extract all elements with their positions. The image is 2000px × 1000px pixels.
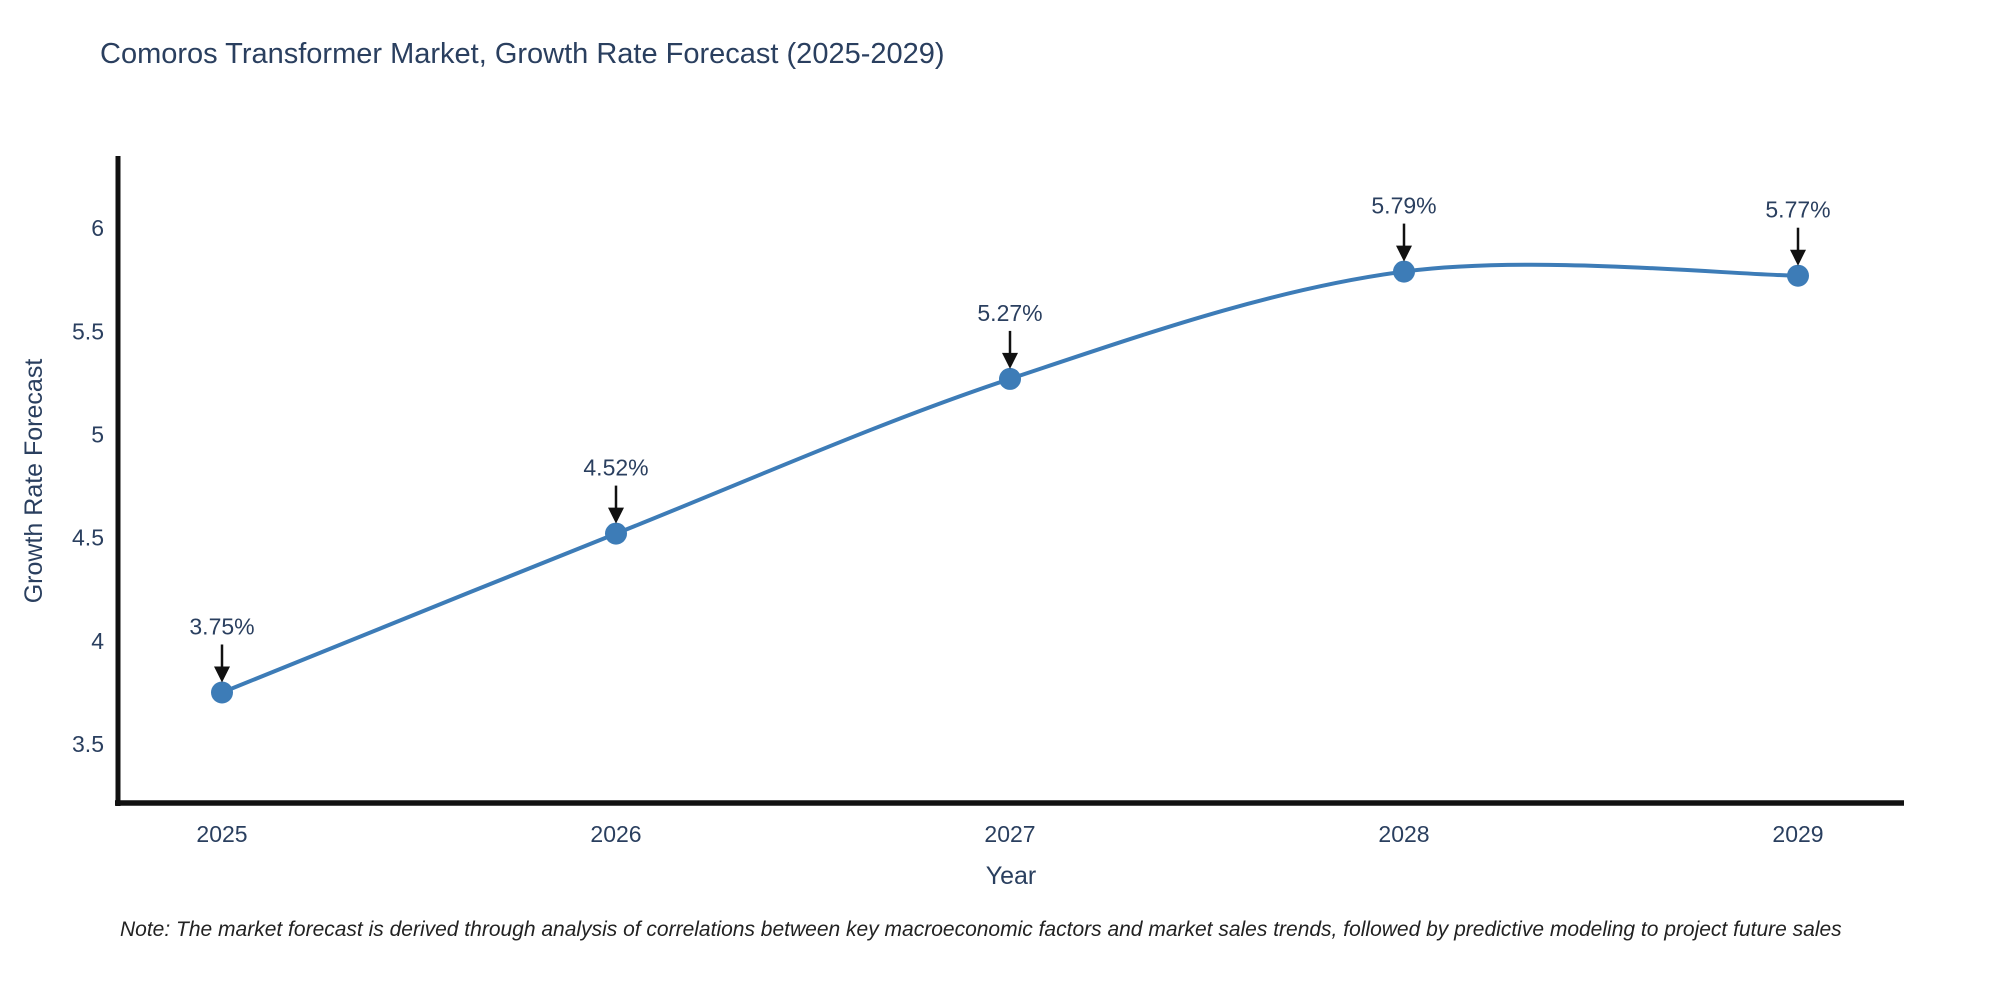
y-tick-label: 4: [91, 628, 104, 654]
data-point-marker: [999, 367, 1021, 390]
annotation-arrow-head: [1790, 249, 1806, 266]
data-point-label: 5.27%: [977, 300, 1042, 326]
footnote: Note: The market forecast is derived thr…: [120, 918, 1842, 941]
x-tick-label: 2025: [196, 821, 247, 847]
forecast-line: [220, 262, 1800, 695]
chart-title: Comoros Transformer Market, Growth Rate …: [100, 38, 945, 70]
annotation-arrow-head: [608, 507, 624, 524]
data-point-marker: [605, 522, 627, 545]
x-tick-label: 2028: [1378, 821, 1429, 847]
x-tick-label: 2027: [984, 821, 1035, 847]
y-tick-label: 6: [91, 215, 104, 241]
y-tick-label: 5: [91, 422, 104, 448]
data-point-marker: [1393, 260, 1415, 283]
data-point-label: 3.75%: [189, 614, 254, 640]
annotation-arrow-head: [1002, 352, 1018, 369]
x-axis-title: Year: [985, 862, 1037, 890]
data-point-label: 5.79%: [1371, 193, 1436, 219]
data-point-marker: [211, 681, 233, 704]
data-point-label: 4.52%: [583, 455, 648, 481]
y-tick-label: 3.5: [72, 731, 104, 757]
data-point-marker: [1787, 264, 1809, 287]
x-tick-label: 2029: [1772, 821, 1823, 847]
data-point-label: 5.77%: [1765, 197, 1830, 223]
x-tick-label: 2026: [590, 821, 641, 847]
y-tick-label: 5.5: [72, 318, 104, 344]
annotation-arrow-head: [1396, 245, 1412, 262]
y-tick-label: 4.5: [72, 525, 104, 551]
annotation-arrow-head: [214, 666, 230, 683]
